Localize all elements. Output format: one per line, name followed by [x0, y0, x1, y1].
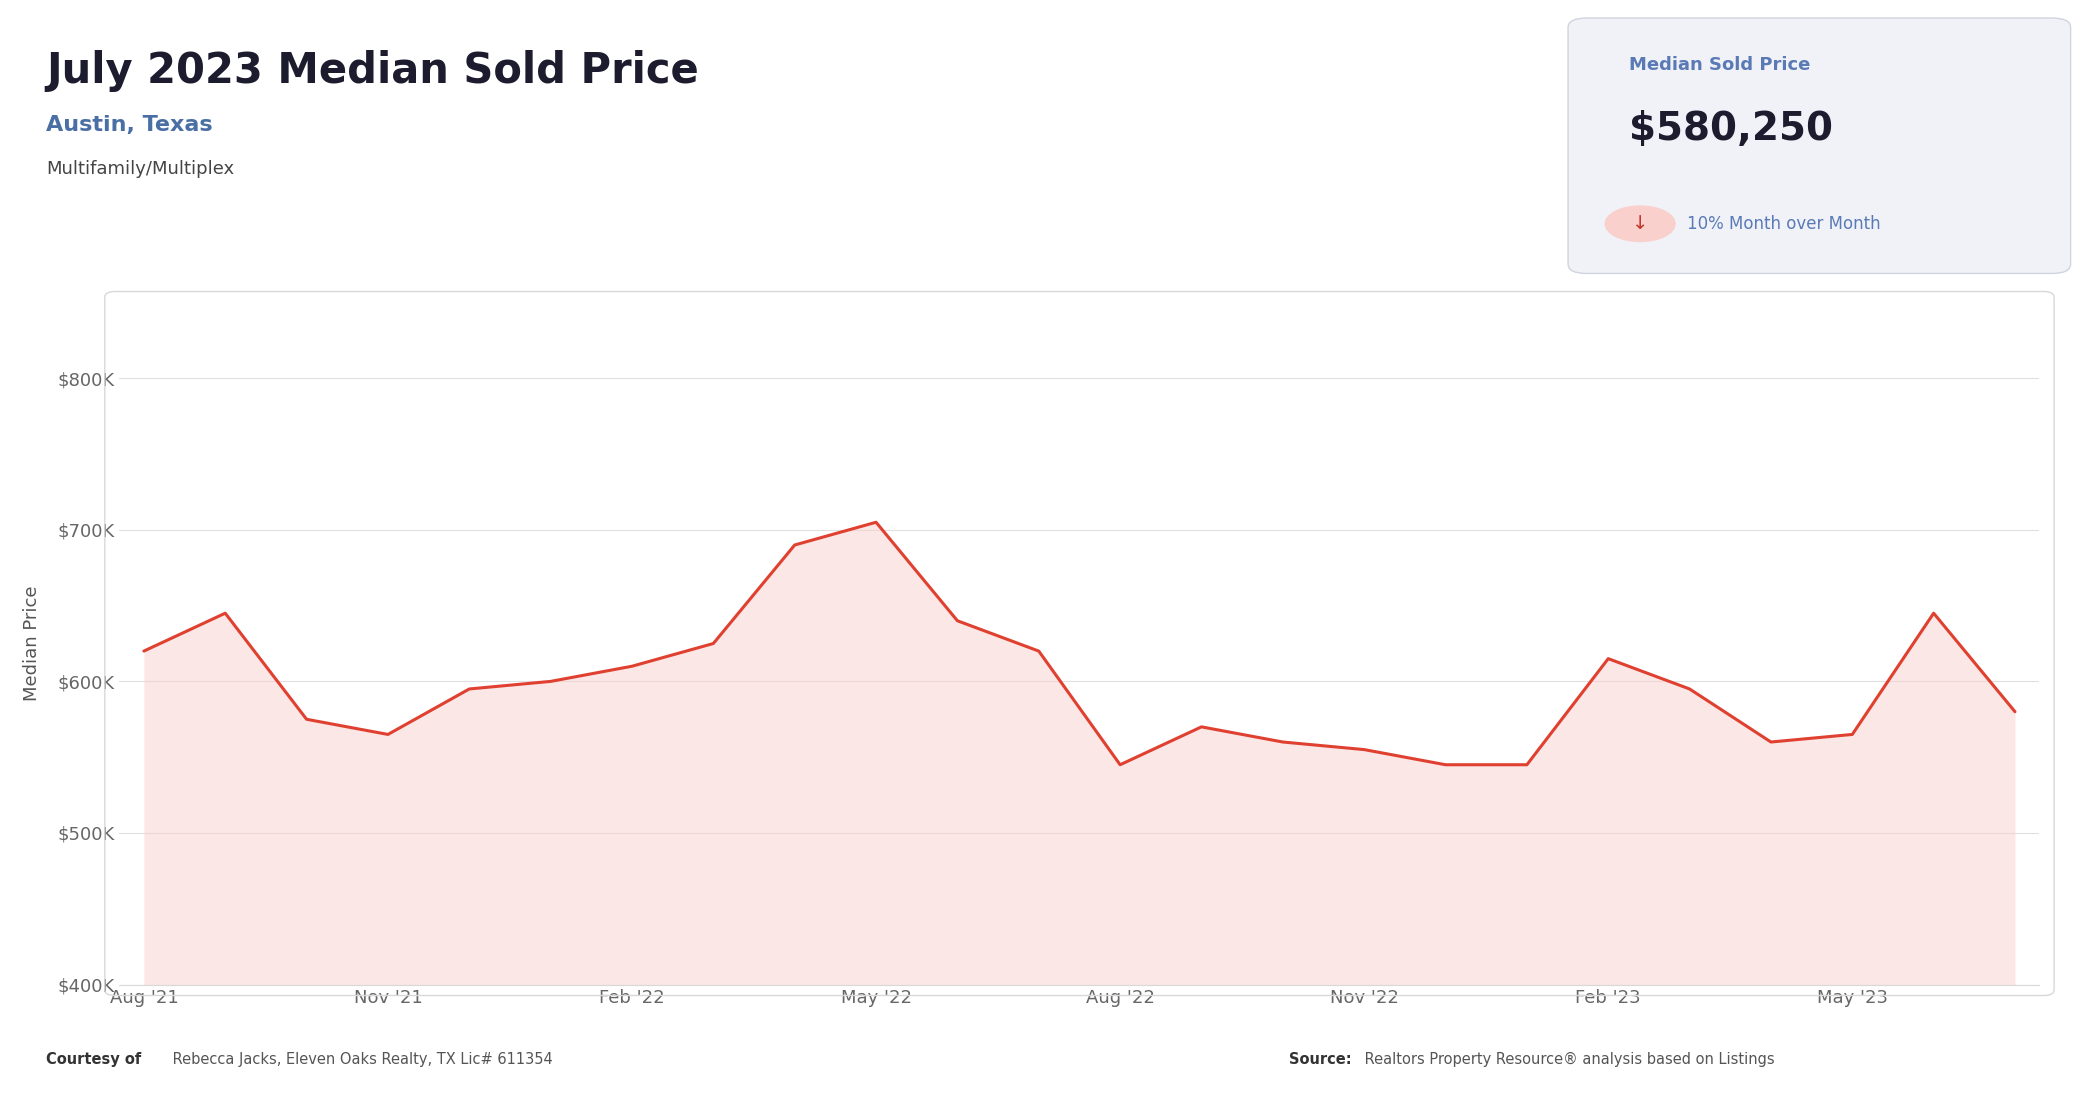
Text: Austin, Texas: Austin, Texas [46, 116, 212, 135]
Text: Courtesy of: Courtesy of [46, 1052, 140, 1067]
Y-axis label: Median Price: Median Price [23, 585, 40, 702]
Text: Median Sold Price: Median Sold Price [1629, 56, 1811, 74]
Text: July 2023 Median Sold Price: July 2023 Median Sold Price [46, 50, 698, 91]
Text: Multifamily/Multiplex: Multifamily/Multiplex [46, 160, 235, 177]
Text: Rebecca Jacks, Eleven Oaks Realty, TX Lic# 611354: Rebecca Jacks, Eleven Oaks Realty, TX Li… [168, 1052, 553, 1067]
Circle shape [1606, 206, 1675, 242]
Text: Source:: Source: [1289, 1052, 1352, 1067]
Text: ↓: ↓ [1633, 214, 1647, 233]
Text: $580,250: $580,250 [1629, 110, 1832, 148]
Text: Realtors Property Resource® analysis based on Listings: Realtors Property Resource® analysis bas… [1360, 1052, 1775, 1067]
Text: 10% Month over Month: 10% Month over Month [1687, 214, 1880, 233]
FancyBboxPatch shape [1568, 18, 2071, 274]
